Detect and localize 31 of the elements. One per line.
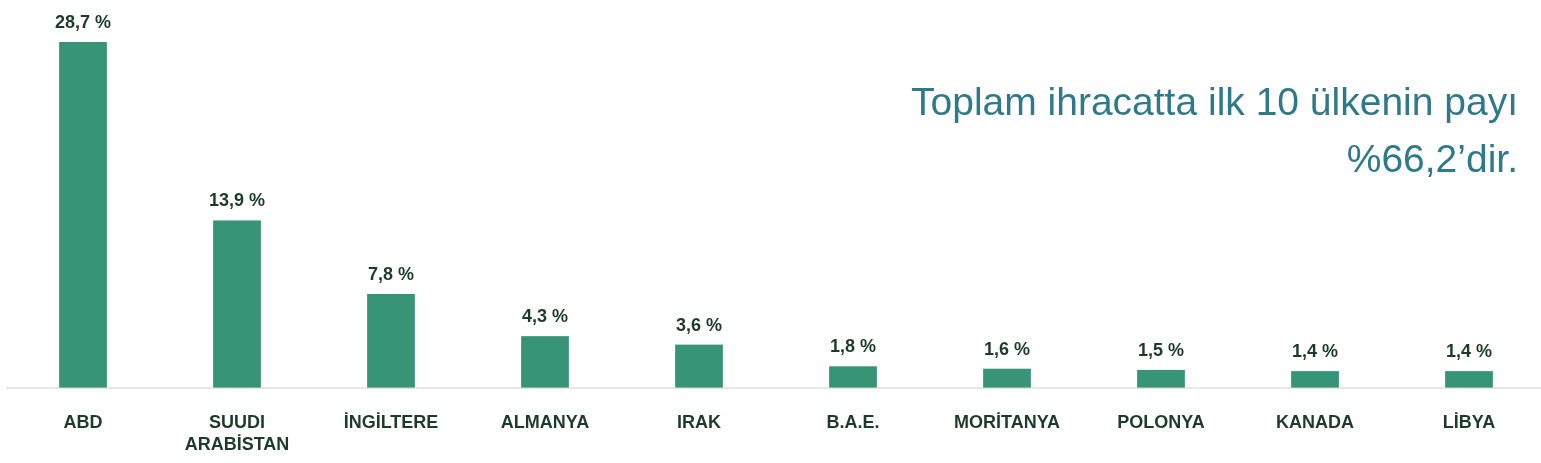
bar	[1291, 371, 1339, 388]
bar	[829, 366, 877, 388]
data-label: 7,8 %	[367, 263, 415, 284]
bar	[1137, 369, 1185, 388]
data-label: 3,6 %	[675, 314, 723, 335]
x-tick-label: POLONYA	[1117, 412, 1205, 432]
data-label: 1,6 %	[983, 338, 1031, 359]
data-label: 1,5 %	[1137, 339, 1185, 360]
text: Toplam ihracatta ilk 10 ülkenin payı %66,2’dir.	[911, 80, 1518, 180]
x-tick-label: LİBYA	[1442, 412, 1496, 432]
bar	[367, 293, 415, 388]
x-tick-label: KANADA	[1276, 412, 1354, 432]
bar	[983, 368, 1031, 388]
bar	[59, 42, 107, 388]
x-tick-label: B.A.E.	[826, 412, 880, 432]
data-label: 4,3 %	[521, 306, 569, 327]
data-label: 1,4 %	[1291, 341, 1339, 362]
bar	[675, 344, 723, 388]
data-label: 1,8 %	[829, 336, 877, 357]
bar	[213, 220, 261, 388]
bar	[521, 336, 569, 388]
data-label: 13,9 %	[208, 190, 266, 211]
x-tick-label: IRAK	[677, 412, 721, 432]
data-label: 1,4 %	[1445, 341, 1493, 362]
x-tick-label: ALMANYA	[500, 412, 590, 432]
x-tick-label: İNGİLTERE	[343, 412, 439, 432]
x-tick-label: MORİTANYA	[953, 412, 1061, 432]
x-tick-label: SUUDI ARABİSTAN	[184, 412, 290, 454]
x-tick-label: ABD	[63, 412, 103, 432]
data-label: 28,7 %	[54, 12, 112, 32]
bar	[1445, 371, 1493, 388]
